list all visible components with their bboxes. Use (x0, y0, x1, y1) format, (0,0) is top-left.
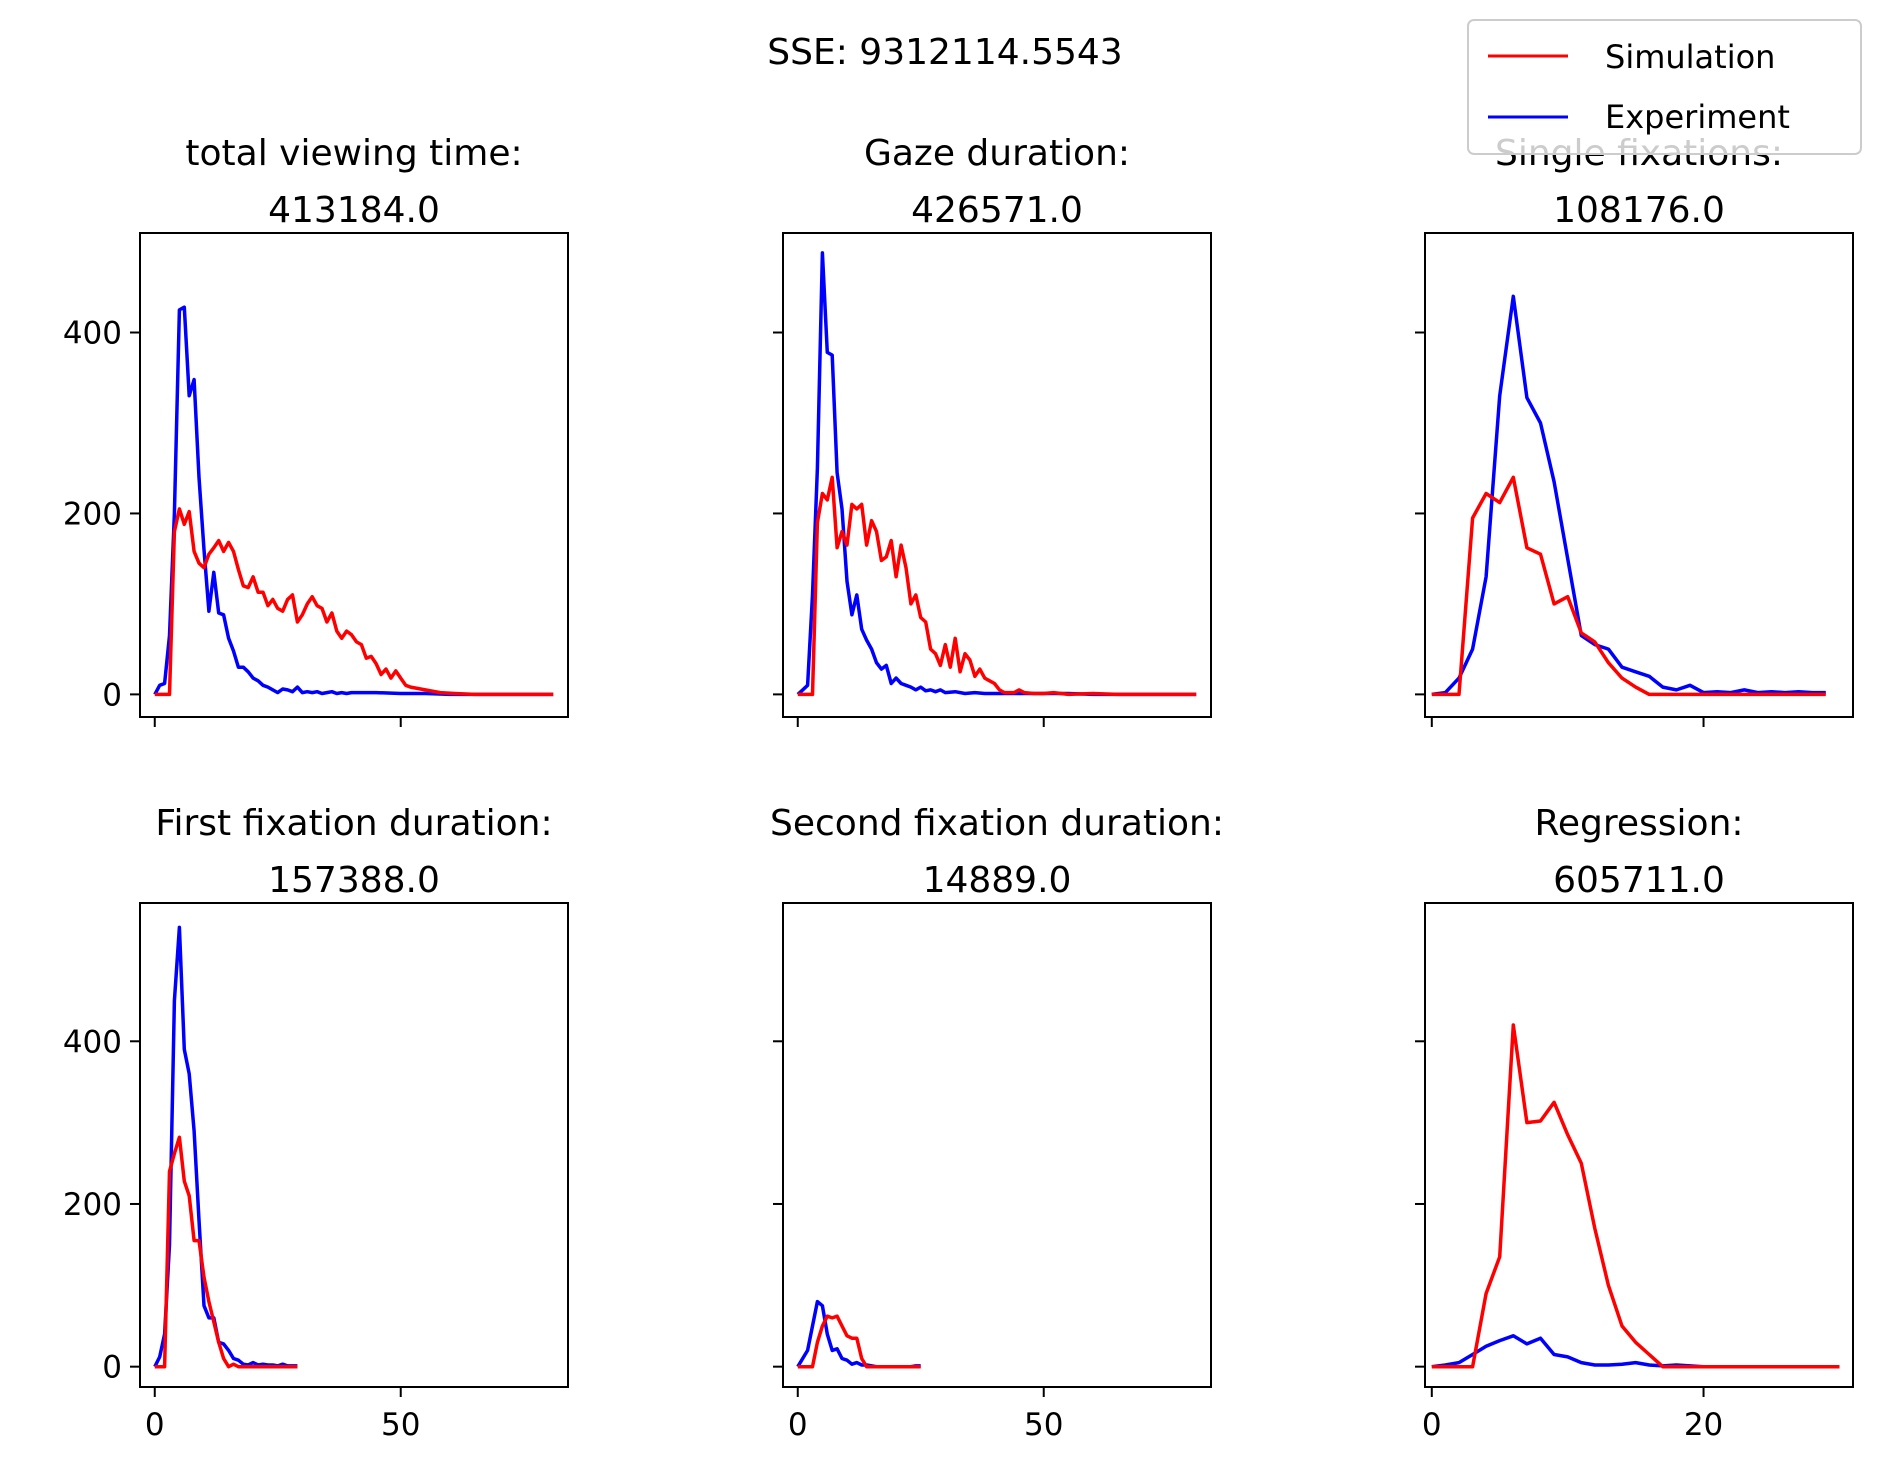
y-tick-label: 400 (63, 1024, 122, 1060)
subplot-title-line: 413184.0 (268, 190, 440, 231)
legend-label-simulation: Simulation (1605, 38, 1775, 76)
x-tick-label: 20 (1684, 1407, 1723, 1443)
axes-frame (1424, 902, 1854, 1388)
series-line-simulation (154, 1135, 298, 1369)
legend: Simulation Experiment (1467, 19, 1862, 155)
y-tick-label: 0 (102, 1350, 122, 1386)
series-line-simulation (797, 1314, 921, 1369)
axes-frame (1424, 232, 1854, 718)
axes-frame (139, 902, 569, 1388)
y-tick-label: 200 (63, 1187, 122, 1223)
subplot-6: Regression: 605711.0 0 20 (1415, 803, 1854, 1443)
subplot-1: total viewing time: 413184.0 0 200 400 (63, 133, 569, 727)
series-line-simulation (154, 507, 554, 697)
subplot-title-line: Gaze duration: (864, 133, 1130, 174)
axes-frame (782, 902, 1212, 1388)
x-tick-label: 0 (145, 1407, 165, 1443)
subplot-4: First fixation duration: 157388.0 0 200 400 0… (63, 803, 569, 1443)
subplot-title-line: 605711.0 (1553, 860, 1725, 901)
y-tick-label: 0 (102, 677, 122, 713)
subplot-title-line: 157388.0 (268, 860, 440, 901)
series-line-experiment (153, 305, 554, 697)
series-line-simulation (1431, 475, 1826, 697)
subplot-title-line: 108176.0 (1553, 190, 1725, 231)
x-tick-label: 50 (1024, 1407, 1063, 1443)
subplot-5: Second fixation duration: 14889.0 0 50 (770, 803, 1224, 1443)
legend-frame (1467, 19, 1862, 155)
y-tick-label: 200 (63, 496, 122, 532)
subplot-title-line: total viewing time: (185, 133, 522, 174)
subplot-title-line: 14889.0 (923, 860, 1072, 901)
subplot-title-line: First fixation duration: (155, 803, 552, 844)
x-tick-label: 0 (1422, 1407, 1442, 1443)
axes-frame (782, 232, 1212, 718)
figure-suptitle: SSE: 9312114.5543 (767, 32, 1122, 73)
series-line-simulation (797, 475, 1197, 697)
subplot-2: Gaze duration: 426571.0 (773, 133, 1212, 727)
y-tick-label: 400 (63, 316, 122, 352)
x-tick-label: 50 (381, 1407, 420, 1443)
legend-label-experiment: Experiment (1605, 98, 1790, 136)
series-line-experiment (1431, 294, 1826, 697)
axes-frame (139, 232, 569, 718)
series-line-simulation (1431, 1023, 1840, 1369)
x-tick-label: 0 (788, 1407, 808, 1443)
subplot-title-line: 426571.0 (911, 190, 1083, 231)
subplot-title-line: Second fixation duration: (770, 803, 1224, 844)
subplot-title-line: Regression: (1534, 803, 1743, 844)
